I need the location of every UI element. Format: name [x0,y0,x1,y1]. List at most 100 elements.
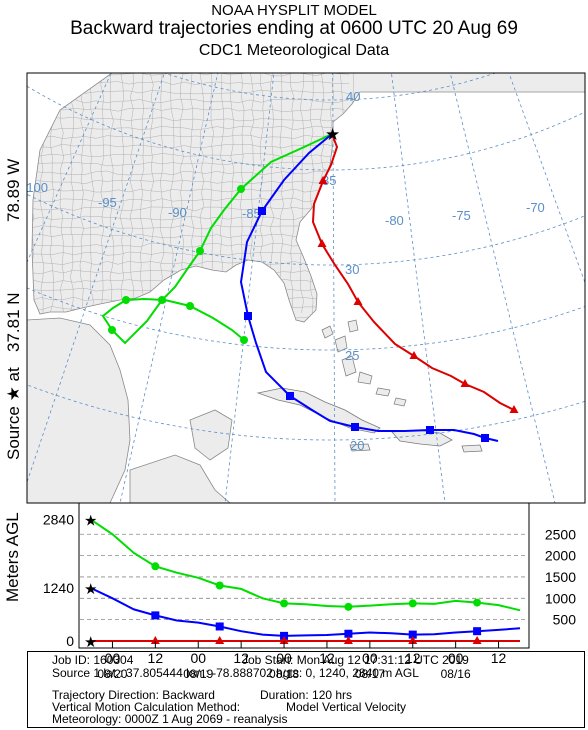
right-height-tick: 2000 [545,548,576,564]
trajectory-marker [409,351,419,359]
left-height-tick: 1240 [43,580,74,596]
trajectory-marker [196,247,204,255]
puerto-rico-island [461,444,483,453]
height-marker [151,611,160,620]
trajectory-marker [509,405,519,413]
meteorology: Meteorology: 0000Z 1 Aug 2069 - reanalys… [52,712,288,726]
height-marker [344,602,353,611]
trajectory-title: Backward trajectories ending at 0600 UTC… [70,18,518,39]
height-start-star-icon: ★ [84,513,97,530]
trajectory-marker [186,302,194,310]
height-marker [280,631,289,640]
trajectory-marker [317,239,327,247]
x-tick-label: 00 [362,650,378,666]
height-marker [408,599,417,608]
trajectory-marker [426,426,434,434]
x-tick-label: 00 [448,650,464,666]
longitude-label: -90 [168,205,187,220]
x-tick-label: 12 [148,650,164,666]
longitude-label: -100 [22,180,48,195]
height-marker [472,636,482,644]
trajectory-marker [158,296,166,304]
x-tick-label: 00 [276,650,292,666]
trajectory-path-square [239,133,499,442]
height-marker [473,598,482,607]
trajectory-marker [286,392,294,400]
trajectory-marker [108,326,116,334]
job-id: Job ID: 160304 [52,653,134,667]
longitude-label: -95 [98,195,117,210]
trajectory-marker [237,185,245,193]
trajectory-marker [318,176,328,184]
height-marker [473,627,482,636]
left-height-tick: 2840 [43,512,74,528]
date-label: 08/18 [269,667,299,681]
x-tick-label: 00 [190,650,206,666]
height-marker [343,636,353,644]
longitude-label: -70 [526,200,545,215]
longitude-label: -85 [242,206,261,221]
trajectory-marker [353,297,363,305]
height-line-square [90,587,521,637]
height-marker [215,622,224,631]
latitude-label: 40 [346,89,360,104]
right-height-tick: 1000 [545,590,576,606]
lat-lon-grid [27,73,585,503]
height-marker [151,562,160,571]
right-height-tick: 2500 [545,526,576,542]
trajectory-marker [240,336,248,344]
height-marker [215,636,225,644]
trajectory-path-circle [101,133,333,345]
height-line-circle [90,518,521,612]
vertical-method-value: Model Vertical Velocity [286,700,407,714]
x-tick-label: 00 [105,650,121,666]
duration: Duration: 120 hrs [260,688,353,702]
bahamas-islands [321,319,407,407]
x-tick-label: 12 [233,650,249,666]
longitude-label: -80 [385,213,404,228]
height-marker [408,636,418,644]
height-panel: ★ ★ ★ 0 1240 2840 500 1000 1500 2000 2500 00 12 00 12… [43,502,577,681]
height-marker [344,629,353,638]
trajectory-marker [351,423,359,431]
source-star-icon: ★ [325,125,340,144]
source-coordinates: Source 1 lat.: 37.805444 lon.: -78.88870… [52,666,419,680]
model-title: NOAA HYSPLIT MODEL [211,2,377,19]
trajectory-marker [122,296,130,304]
latitude-label: 25 [345,348,359,363]
height-marker [279,636,289,644]
height-marker [408,630,417,639]
trajectory-marker [244,312,252,320]
x-tick-label: 12 [319,650,335,666]
height-start-star-icon: ★ [84,634,97,651]
x-tick-label: 12 [405,650,421,666]
data-source-title: CDC1 Meteorological Data [198,42,390,59]
mexico-landmass [27,317,131,503]
trajectory-direction: Trajectory Direction: Backward [52,688,215,702]
trajectory-marker [481,434,489,442]
height-marker [215,581,224,590]
job-info-panel: Job ID: 160304 Job Start: Mon Aug 12 17:… [27,651,585,728]
left-height-tick: 0 [66,633,74,649]
date-label: 08/16 [441,667,471,681]
trajectory-marker [258,207,266,215]
job-start: Job Start: Mon Aug 12 17:31:12 UTC 2019 [242,653,469,667]
height-marker [280,599,289,608]
longitude-label: -75 [452,208,471,223]
latitude-label: 20 [350,438,364,453]
trajectory-marker [460,379,470,387]
north-america-landmass [31,73,585,323]
height-marker [150,636,160,644]
right-height-tick: 1500 [545,569,576,585]
latitude-label: 30 [345,262,359,277]
right-height-tick: 500 [553,612,577,628]
date-label: 08/20 [97,667,127,681]
height-start-star-icon: ★ [84,581,97,598]
jamaica-island [349,443,371,452]
central-america [129,454,231,503]
x-tick-label: 12 [491,650,507,666]
vertical-method: Vertical Motion Calculation Method: [52,700,241,714]
yucatan-peninsula [189,409,233,461]
